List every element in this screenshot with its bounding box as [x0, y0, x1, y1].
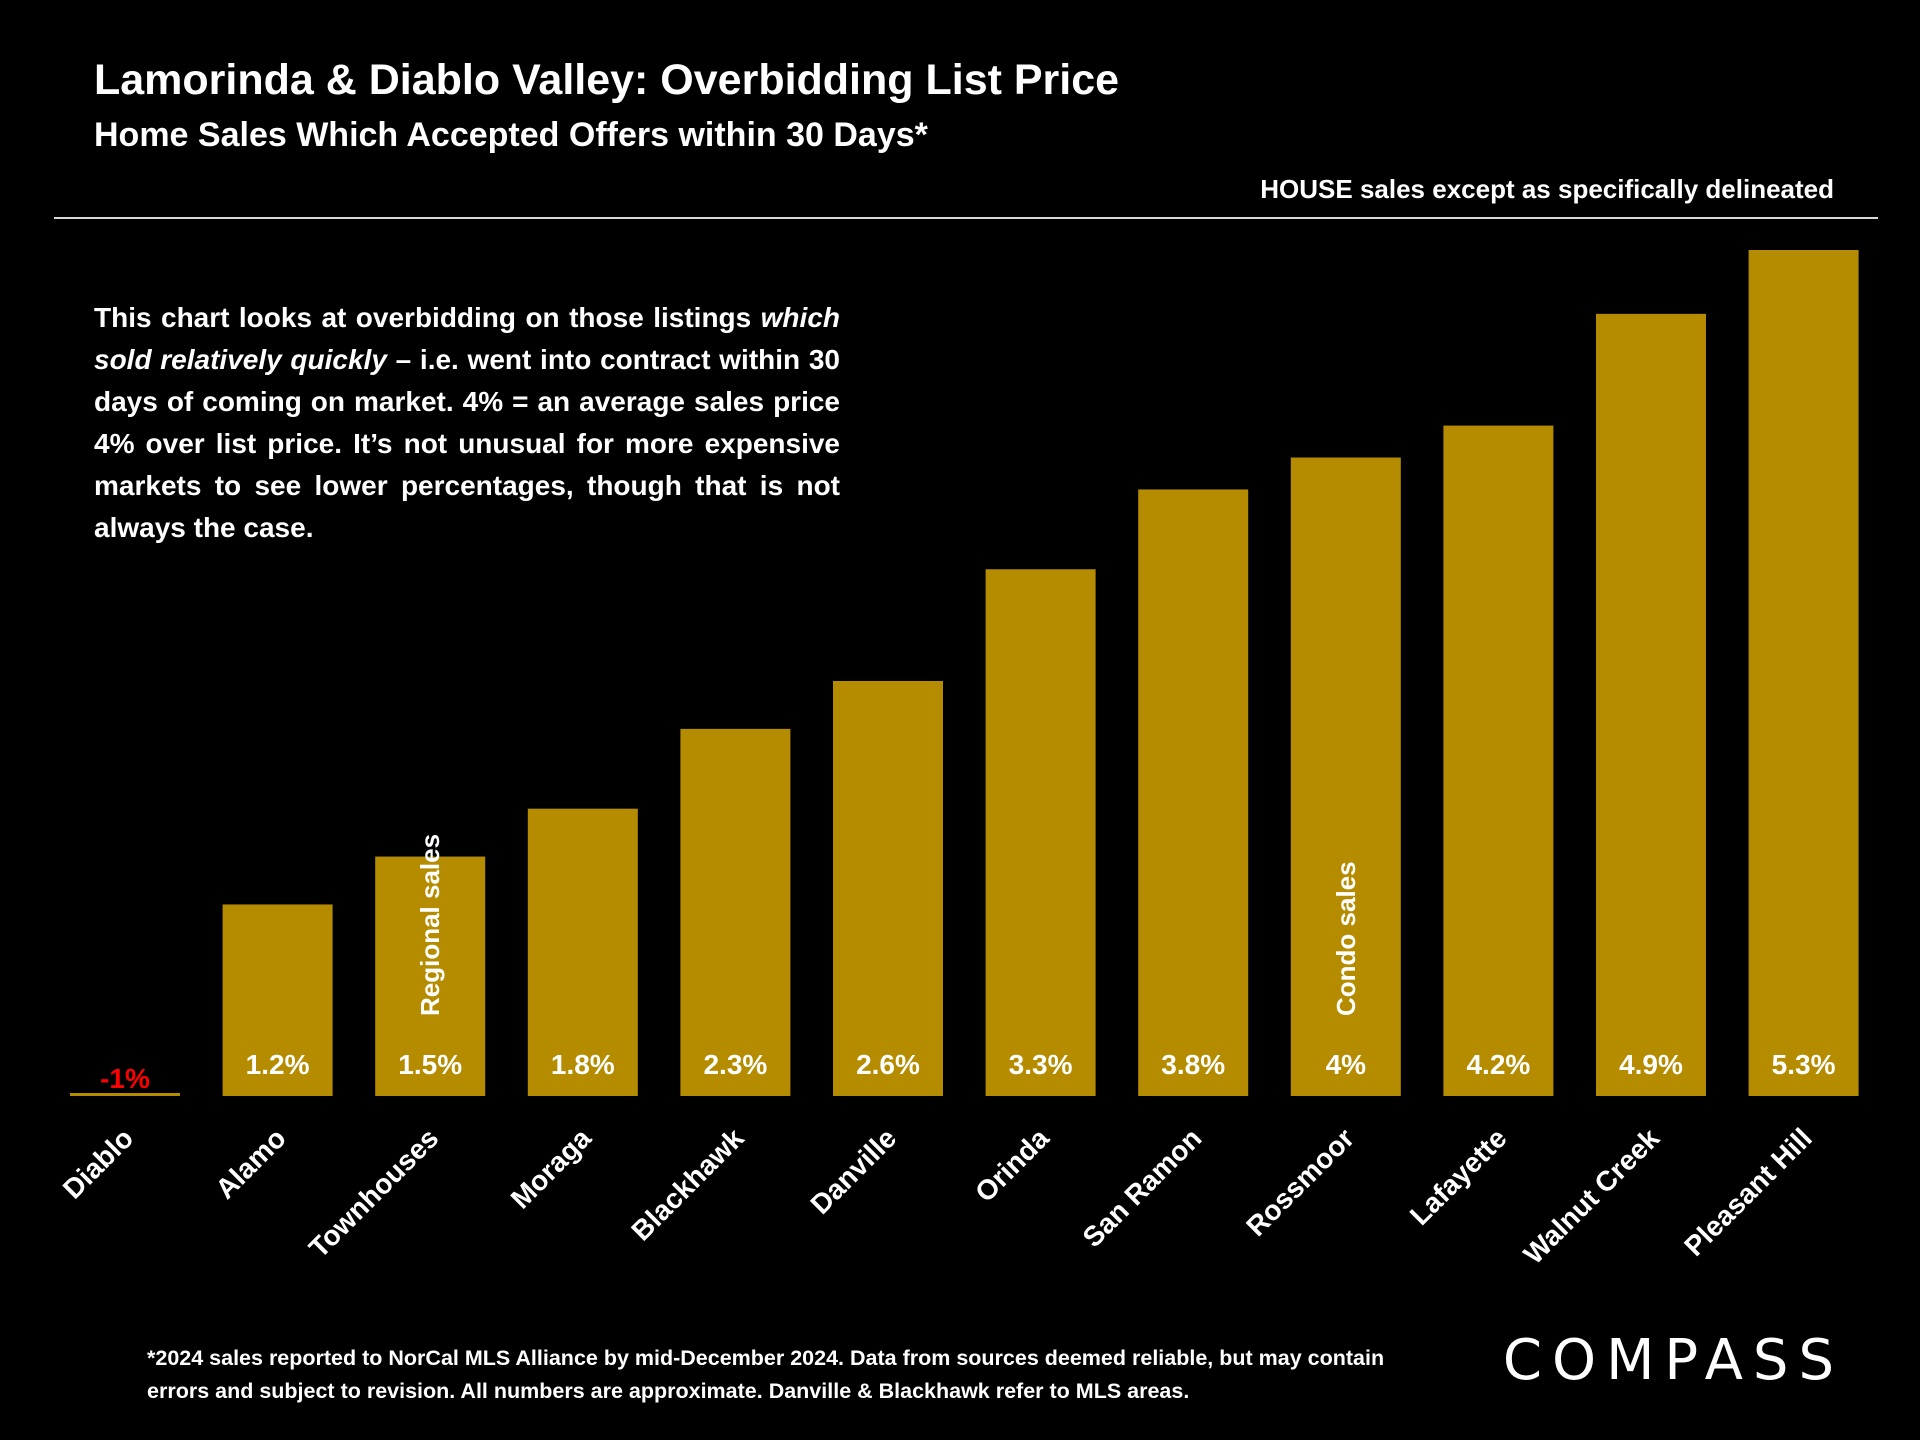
compass-logo: COMPASS — [1502, 1328, 1844, 1393]
value-label-danville: 2.6% — [856, 1049, 920, 1080]
category-label-townhouses: Townhouses — [303, 1122, 444, 1263]
chart-description: This chart looks at overbidding on those… — [94, 297, 840, 549]
chart-title: Lamorinda & Diablo Valley: Overbidding L… — [94, 56, 1120, 104]
value-label-rossmoor: 4% — [1326, 1049, 1367, 1080]
value-label-blackhawk: 2.3% — [703, 1049, 767, 1080]
category-label-lafayette: Lafayette — [1404, 1122, 1513, 1231]
annotation-townhouses: Regional sales — [415, 834, 445, 1016]
bar-lafayette — [1443, 425, 1554, 1096]
bar-san-ramon — [1138, 489, 1249, 1096]
value-label-alamo: 1.2% — [246, 1049, 310, 1080]
chart-subtitle: Home Sales Which Accepted Offers within … — [94, 116, 928, 154]
category-label-orinda: Orinda — [969, 1122, 1055, 1208]
bar-blackhawk — [680, 728, 791, 1096]
description-part-1: This chart looks at overbidding on those… — [94, 302, 761, 333]
value-label-moraga: 1.8% — [551, 1049, 615, 1080]
value-label-san-ramon: 3.8% — [1161, 1049, 1225, 1080]
header-divider — [54, 217, 1878, 219]
scope-note: HOUSE sales except as specifically delin… — [1260, 174, 1834, 204]
category-label-blackhawk: Blackhawk — [625, 1122, 750, 1247]
description-part-2: – i.e. went into contract within 30 days… — [94, 344, 840, 543]
value-label-pleasant-hill: 5.3% — [1772, 1049, 1836, 1080]
value-label-lafayette: 4.2% — [1466, 1049, 1530, 1080]
value-label-townhouses: 1.5% — [398, 1049, 462, 1080]
footnote: *2024 sales reported to NorCal MLS Allia… — [147, 1346, 1385, 1403]
category-label-alamo: Alamo — [209, 1122, 291, 1204]
value-label-walnut-creek: 4.9% — [1619, 1049, 1683, 1080]
category-label-diablo: Diablo — [57, 1122, 139, 1204]
bar-pleasant-hill — [1748, 250, 1859, 1096]
value-label-diablo: -1% — [100, 1063, 150, 1094]
category-label-moraga: Moraga — [505, 1122, 598, 1215]
category-label-san-ramon: San Ramon — [1077, 1122, 1208, 1253]
bar-rossmoor — [1290, 457, 1401, 1097]
bar-orinda — [985, 569, 1096, 1096]
bar-danville — [833, 680, 943, 1096]
description-emphasis: which sold relatively quickly — [94, 302, 840, 375]
annotation-rossmoor: Condo sales — [1331, 861, 1361, 1016]
bar-diablo — [70, 1093, 180, 1096]
category-label-walnut-creek: Walnut Creek — [1518, 1122, 1666, 1270]
category-label-rossmoor: Rossmoor — [1240, 1122, 1360, 1242]
category-label-danville: Danville — [804, 1122, 902, 1220]
bar-townhouses — [375, 856, 486, 1096]
value-label-orinda: 3.3% — [1009, 1049, 1073, 1080]
bar-alamo — [222, 904, 333, 1096]
category-label-pleasant-hill: Pleasant Hill — [1678, 1122, 1818, 1262]
bar-moraga — [527, 808, 638, 1096]
bar-walnut-creek — [1596, 313, 1706, 1096]
